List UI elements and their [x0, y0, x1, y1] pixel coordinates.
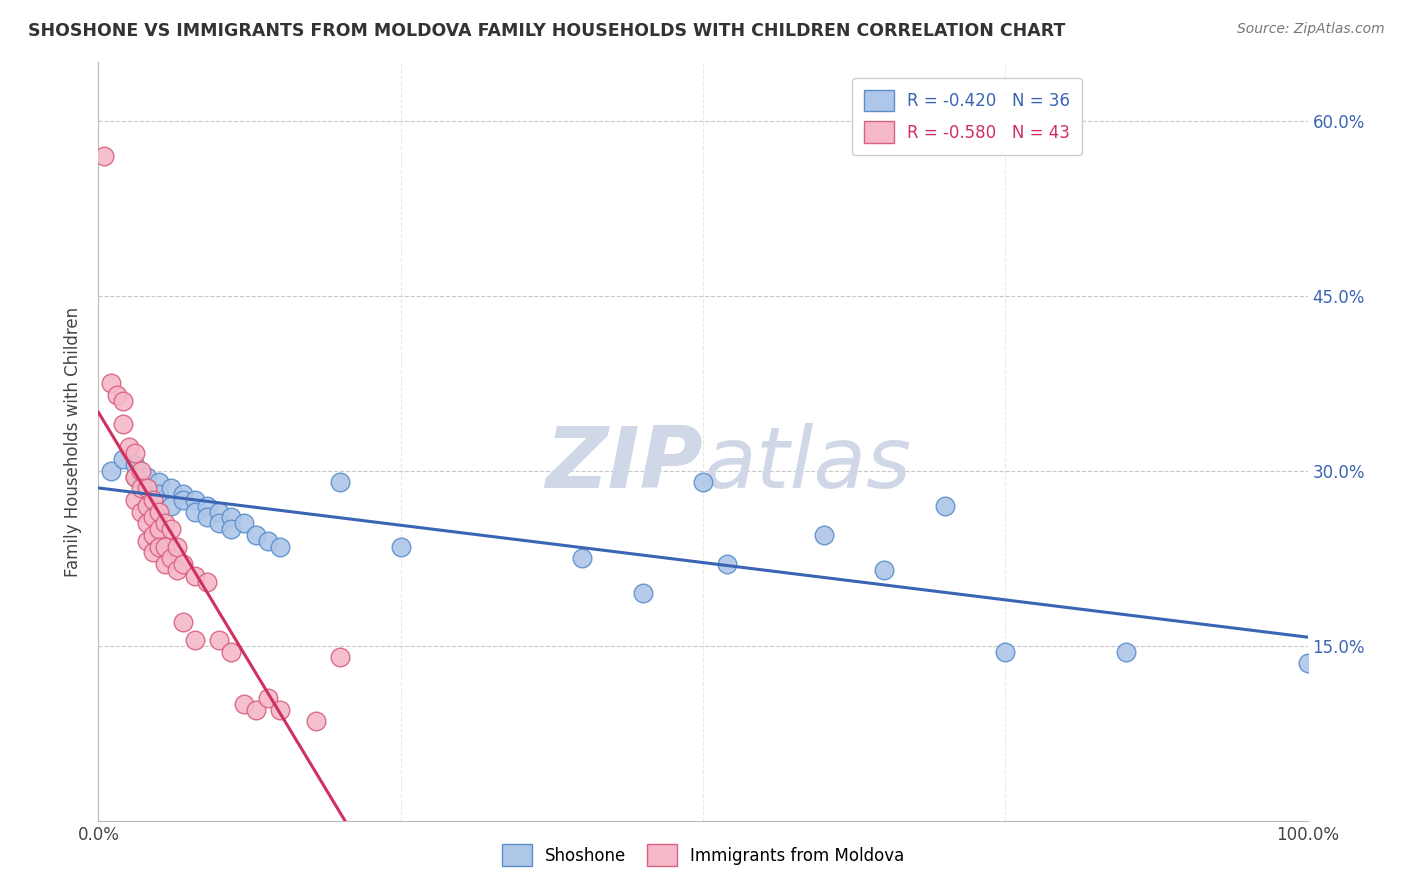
Point	[148, 540, 170, 554]
Point	[329, 650, 352, 665]
Point	[172, 492, 194, 507]
Point	[631, 586, 654, 600]
Point	[153, 516, 176, 531]
Point	[160, 499, 183, 513]
Point	[195, 499, 218, 513]
Point	[1115, 644, 1137, 658]
Point	[389, 540, 412, 554]
Point	[269, 703, 291, 717]
Point	[153, 540, 176, 554]
Text: Source: ZipAtlas.com: Source: ZipAtlas.com	[1237, 22, 1385, 37]
Point	[142, 492, 165, 507]
Point	[813, 528, 835, 542]
Point	[184, 632, 207, 647]
Point	[135, 481, 157, 495]
Point	[571, 551, 593, 566]
Point	[172, 615, 194, 630]
Point	[166, 563, 188, 577]
Point	[135, 481, 157, 495]
Text: SHOSHONE VS IMMIGRANTS FROM MOLDOVA FAMILY HOUSEHOLDS WITH CHILDREN CORRELATION : SHOSHONE VS IMMIGRANTS FROM MOLDOVA FAMI…	[28, 22, 1066, 40]
Text: ZIP: ZIP	[546, 423, 703, 506]
Point	[135, 516, 157, 531]
Point	[256, 691, 278, 706]
Point	[142, 528, 165, 542]
Point	[172, 487, 194, 501]
Y-axis label: Family Households with Children: Family Households with Children	[65, 307, 83, 576]
Point	[934, 499, 956, 513]
Point	[160, 522, 183, 536]
Point	[716, 557, 738, 571]
Point	[100, 464, 122, 478]
Point	[148, 487, 170, 501]
Point	[129, 464, 152, 478]
Point	[195, 510, 218, 524]
Legend: R = -0.420   N = 36, R = -0.580   N = 43: R = -0.420 N = 36, R = -0.580 N = 43	[852, 78, 1081, 154]
Point	[221, 644, 243, 658]
Point	[1296, 656, 1319, 670]
Point	[994, 644, 1017, 658]
Point	[305, 714, 328, 729]
Point	[232, 516, 254, 531]
Text: atlas: atlas	[703, 423, 911, 506]
Point	[195, 574, 218, 589]
Point	[208, 504, 231, 518]
Point	[208, 516, 231, 531]
Point	[118, 441, 141, 455]
Point	[111, 417, 134, 431]
Point	[245, 528, 267, 542]
Point	[184, 504, 207, 518]
Point	[111, 393, 134, 408]
Point	[208, 632, 231, 647]
Point	[232, 697, 254, 711]
Point	[256, 533, 278, 548]
Point	[329, 475, 352, 490]
Point	[124, 492, 146, 507]
Point	[160, 481, 183, 495]
Point	[124, 469, 146, 483]
Point	[148, 504, 170, 518]
Point	[692, 475, 714, 490]
Point	[153, 557, 176, 571]
Point	[184, 492, 207, 507]
Legend: Shoshone, Immigrants from Moldova: Shoshone, Immigrants from Moldova	[488, 831, 918, 880]
Point	[873, 563, 896, 577]
Point	[245, 703, 267, 717]
Point	[148, 475, 170, 490]
Point	[184, 568, 207, 582]
Point	[124, 446, 146, 460]
Point	[105, 388, 128, 402]
Point	[148, 522, 170, 536]
Point	[221, 510, 243, 524]
Point	[142, 510, 165, 524]
Point	[111, 452, 134, 467]
Point	[172, 557, 194, 571]
Point	[135, 533, 157, 548]
Point	[100, 376, 122, 391]
Point	[129, 504, 152, 518]
Point	[129, 481, 152, 495]
Point	[135, 469, 157, 483]
Point	[166, 540, 188, 554]
Point	[269, 540, 291, 554]
Point	[160, 551, 183, 566]
Point	[93, 149, 115, 163]
Point	[124, 458, 146, 472]
Point	[124, 469, 146, 483]
Point	[135, 499, 157, 513]
Point	[142, 545, 165, 559]
Point	[221, 522, 243, 536]
